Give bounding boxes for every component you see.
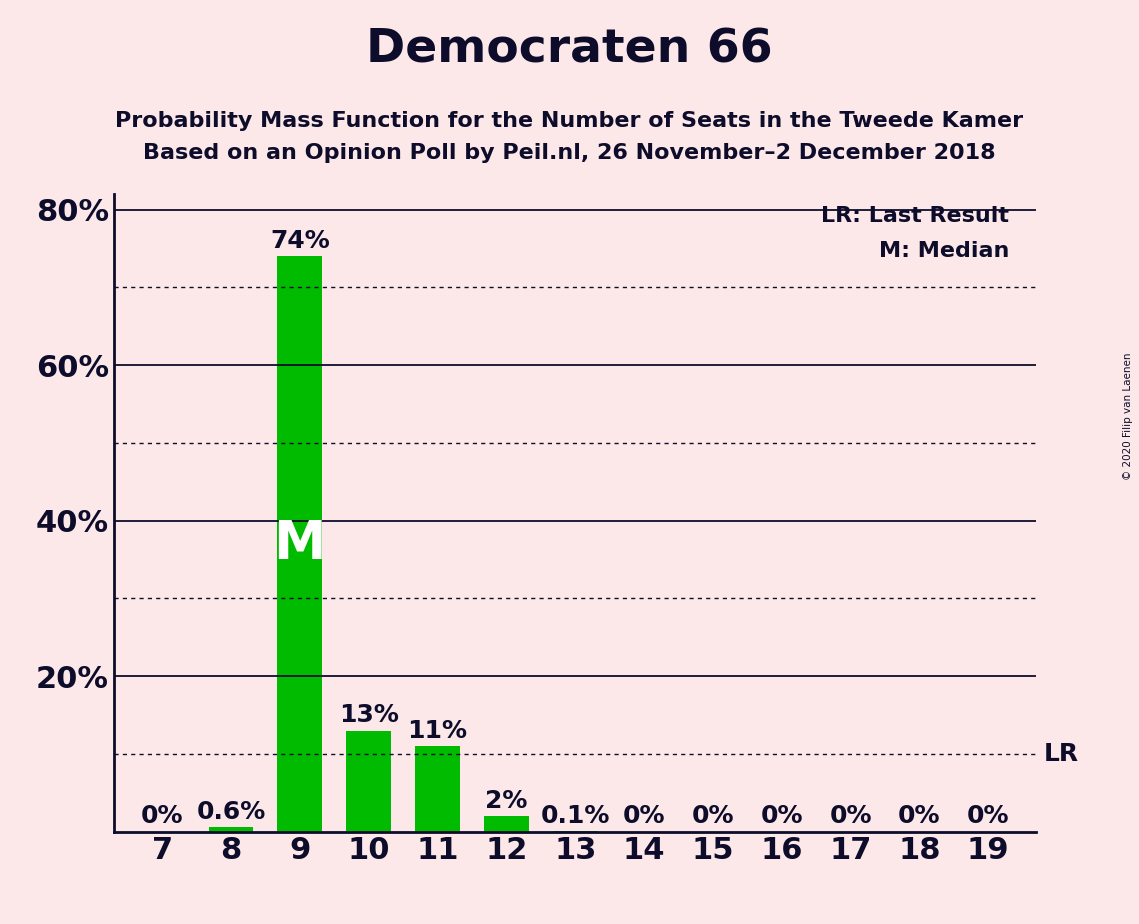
Text: 0.6%: 0.6% xyxy=(196,800,265,824)
Text: Probability Mass Function for the Number of Seats in the Tweede Kamer: Probability Mass Function for the Number… xyxy=(115,111,1024,131)
Text: © 2020 Filip van Laenen: © 2020 Filip van Laenen xyxy=(1123,352,1133,480)
Text: Based on an Opinion Poll by Peil.nl, 26 November–2 December 2018: Based on an Opinion Poll by Peil.nl, 26 … xyxy=(144,143,995,164)
Text: 74%: 74% xyxy=(270,229,329,253)
Text: LR: Last Result: LR: Last Result xyxy=(821,206,1009,225)
Text: 0.1%: 0.1% xyxy=(541,805,609,829)
Text: LR: LR xyxy=(1043,742,1079,766)
Bar xyxy=(415,746,460,832)
Text: 0%: 0% xyxy=(623,805,665,829)
Text: M: M xyxy=(273,518,326,570)
Bar xyxy=(346,731,391,832)
Text: 11%: 11% xyxy=(408,719,467,743)
Text: 0%: 0% xyxy=(967,805,1009,829)
Text: 2%: 2% xyxy=(485,789,527,813)
Text: 0%: 0% xyxy=(761,805,803,829)
Bar xyxy=(278,256,322,832)
Text: Democraten 66: Democraten 66 xyxy=(366,28,773,73)
Text: 0%: 0% xyxy=(899,805,941,829)
Text: 0%: 0% xyxy=(141,805,183,829)
Text: 0%: 0% xyxy=(691,805,735,829)
Bar xyxy=(484,816,528,832)
Text: 0%: 0% xyxy=(829,805,871,829)
Text: M: Median: M: Median xyxy=(878,240,1009,261)
Bar xyxy=(208,827,253,832)
Text: 13%: 13% xyxy=(338,703,399,727)
